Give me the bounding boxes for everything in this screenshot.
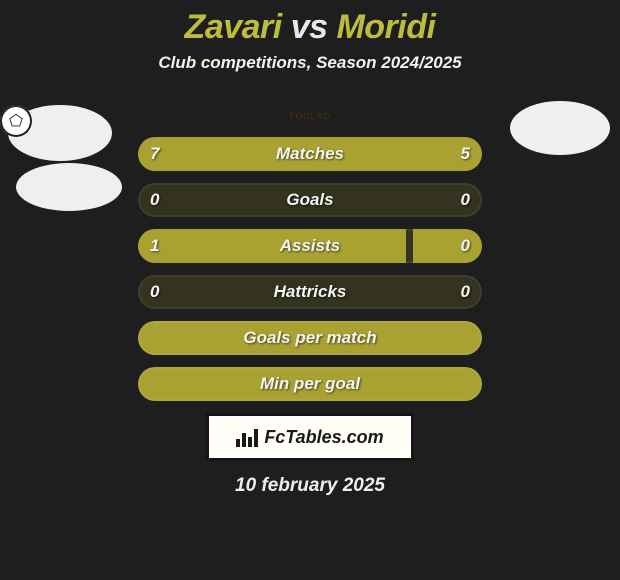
footer-brand-badge: FcTables.com: [206, 413, 414, 461]
stat-label: Matches: [138, 137, 482, 171]
date-text: 10 february 2025: [0, 475, 620, 497]
right-badge-placeholder-1: [510, 101, 610, 155]
stat-label: Goals per match: [138, 321, 482, 355]
stat-label: Assists: [138, 229, 482, 263]
stat-row: 75Matches: [138, 137, 482, 171]
bars-icon: [236, 427, 258, 447]
player1-name: Zavari: [185, 8, 282, 46]
stat-row-full: Min per goal: [138, 367, 482, 401]
left-badge-placeholder-2: [16, 163, 122, 211]
stat-row-full: Goals per match: [138, 321, 482, 355]
vs-separator: vs: [291, 8, 328, 46]
soccer-ball-icon: [0, 105, 32, 137]
stat-label: Min per goal: [138, 367, 482, 401]
stat-label: Hattricks: [138, 275, 482, 309]
subtitle: Club competitions, Season 2024/2025: [0, 53, 620, 73]
player2-name: Moridi: [336, 8, 435, 46]
stat-row: 00Hattricks: [138, 275, 482, 309]
stat-row: 10Assists: [138, 229, 482, 263]
footer-brand-text: FcTables.com: [264, 427, 383, 448]
comparison-title: Zavari vs Moridi: [0, 0, 620, 47]
stat-label: Goals: [138, 183, 482, 217]
stat-row: 00Goals: [138, 183, 482, 217]
stat-area: FOOLAD 75Matches 00Goals 10Assists 00Hattri…: [0, 105, 620, 401]
logo-text: FOOLAD: [0, 111, 620, 121]
stat-bars: 75Matches 00Goals 10Assists 00Hattricks Goal…: [138, 137, 482, 401]
